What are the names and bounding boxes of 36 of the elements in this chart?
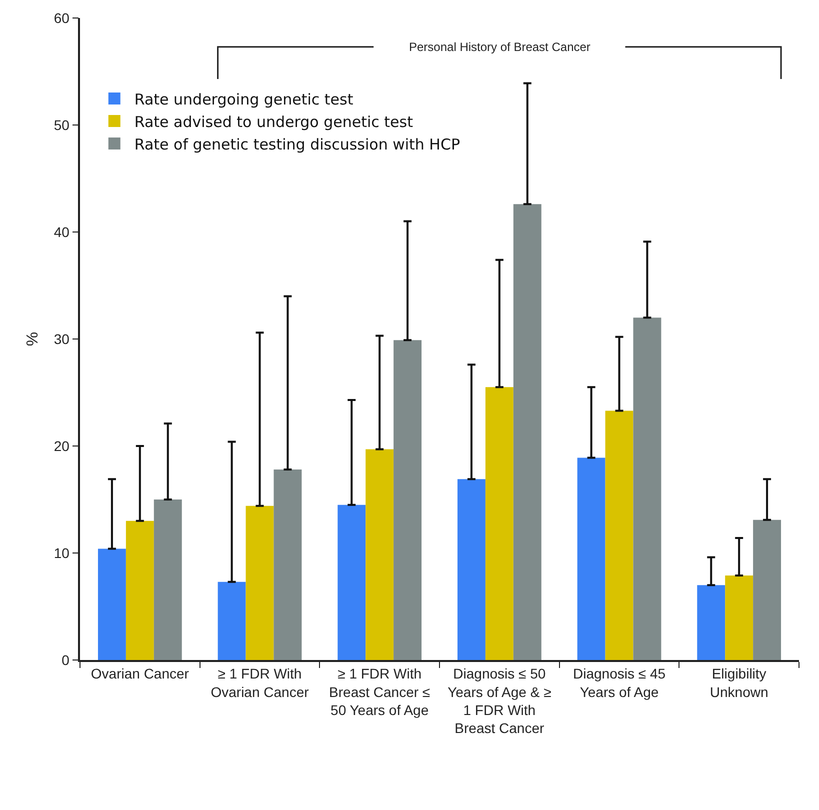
bar — [513, 204, 542, 660]
annotation: Personal History of Breast Cancer — [409, 40, 590, 54]
y-tick-label: 60 — [54, 10, 70, 26]
bar — [126, 520, 154, 660]
y-tick-label: 40 — [54, 224, 70, 240]
x-tick-label: ≥ 1 FDR With Breast Cancer ≤ 50 Years of Age — [329, 666, 430, 718]
y-tick-label: 10 — [54, 544, 70, 561]
bar — [274, 470, 302, 660]
bar — [485, 387, 514, 660]
legend-label: Rate undergoing genetic test — [134, 90, 354, 108]
y-tick-label: 30 — [54, 330, 70, 347]
bar — [246, 506, 274, 660]
x-tick-label: Ovarian Cancer — [90, 666, 190, 682]
bar — [633, 318, 662, 660]
y-tick-label: 0 — [62, 652, 70, 668]
x-tick-label: ≥ 1 FDR With Ovarian Cancer — [210, 666, 310, 700]
bar — [577, 458, 606, 660]
x-tick-label: Diagnosis ≤ 50 Years of Age & ≥ 1 FDR With Breast Cancer — [448, 666, 552, 736]
x-tick-label: Diagnosis ≤ 45 Years of Age — [572, 666, 666, 700]
bar — [338, 504, 366, 660]
legend-label: Rate advised to undergo genetic test — [134, 112, 414, 131]
bar — [218, 582, 246, 660]
bar — [457, 479, 486, 660]
bar — [98, 548, 126, 660]
bar — [697, 585, 726, 660]
y-tick-label: 20 — [54, 438, 70, 454]
bar — [154, 500, 182, 660]
y-axis-title: % — [24, 332, 42, 346]
bar — [366, 449, 394, 660]
y-tick-label: 50 — [54, 116, 70, 133]
legend-label: Rate of genetic testing discussion with HCP — [134, 135, 460, 154]
x-tick-label: Eligibility Unknown — [710, 666, 768, 700]
bar — [605, 410, 634, 660]
bar — [753, 520, 782, 660]
bar — [394, 340, 422, 660]
bar — [725, 575, 754, 660]
